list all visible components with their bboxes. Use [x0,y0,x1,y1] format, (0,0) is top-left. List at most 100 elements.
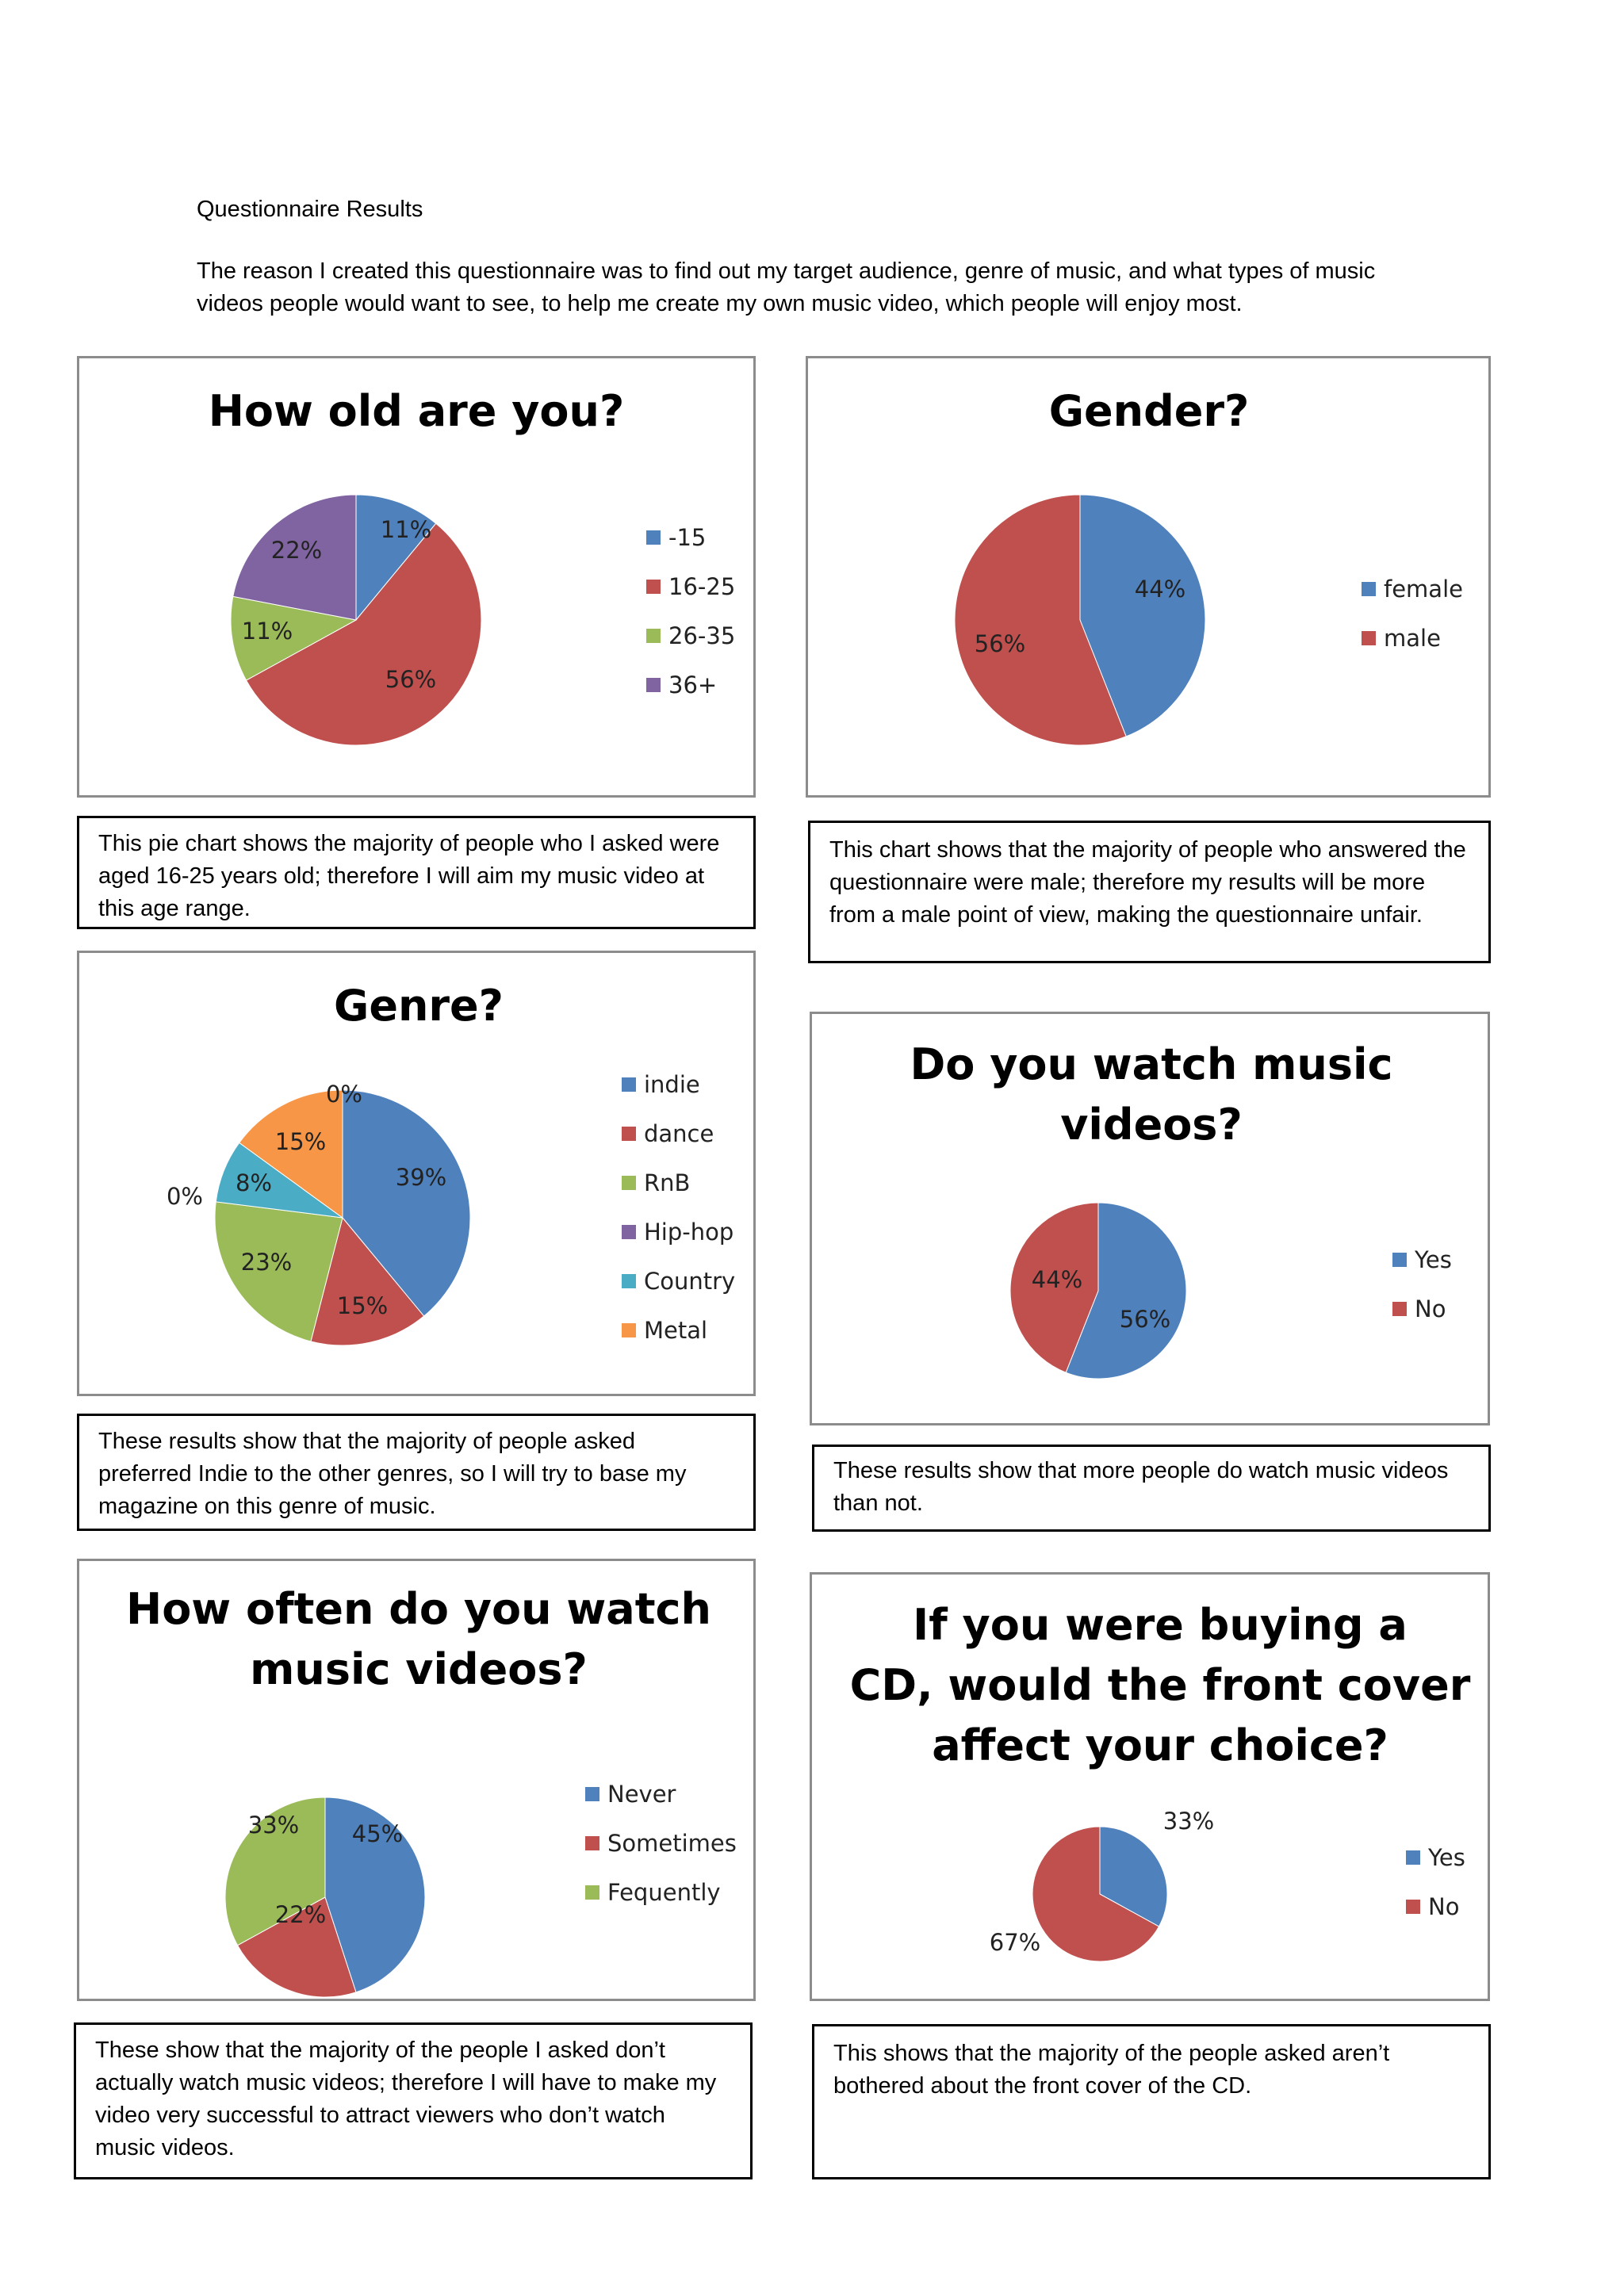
pie-slice-yes [1099,1826,1168,1927]
slice-data-label: 22% [271,537,322,564]
legend-swatch [622,1323,636,1337]
legend-swatch [622,1077,636,1092]
intro-paragraph: The reason I created this questionnaire … [197,258,1376,316]
legend-label: 26-35 [668,622,735,649]
chart-title: videos? [1060,1100,1243,1150]
legend-swatch [622,1127,636,1141]
pie-slice-male [954,494,1127,746]
legend-label: male [1384,625,1441,652]
legend-label: -15 [668,524,706,551]
legend-label: No [1415,1295,1446,1322]
slice-data-label: 11% [381,516,431,543]
legend-swatch [646,629,661,643]
pie-slice-sometimes [236,1896,357,1998]
slice-data-label: 23% [241,1249,292,1276]
chart-watch: Do you watch music videos? 56% 44% Yes No [810,1012,1490,1425]
chart-title: Genre? [334,981,504,1031]
pie-slice-female [1079,494,1206,737]
legend-label: female [1384,576,1463,603]
chart-title: If you were buying a [913,1600,1408,1650]
caption-cover: This shows that the majority of the peop… [812,2024,1491,2179]
chart-age: How old are you? 11% 56% 11% 22% -15 16-25 26-3… [77,356,756,798]
chart-title: affect your choice? [932,1720,1388,1770]
legend-swatch [585,1885,599,1900]
chart-title: How often do you watch [126,1584,711,1634]
slice-data-label: 15% [337,1292,388,1319]
legend-swatch [646,678,661,692]
pie-slice-no [1032,1826,1160,1962]
legend-swatch [1392,1253,1407,1267]
chart-cover-svg: If you were buying a CD, would the front … [850,1600,1471,1962]
legend-label: indie [644,1071,700,1098]
legend-label: No [1428,1893,1459,1920]
chart-title: music videos? [250,1644,588,1694]
chart-often-svg: How often do you watch music videos? 45% 22… [126,1584,737,1998]
legend-swatch [622,1274,636,1288]
slice-data-label: 67% [990,1929,1040,1956]
slice-data-label: 44% [1032,1266,1082,1293]
slice-data-label: 11% [242,618,293,645]
pie-slice-never [324,1797,426,1993]
slice-data-label: 56% [385,666,436,693]
legend-swatch [646,580,661,594]
caption-age: This pie chart shows the majority of peo… [77,816,756,929]
legend-label: dance [644,1120,714,1147]
legend-swatch [1406,1900,1420,1914]
legend-label: Metal [644,1317,707,1344]
caption-gender: This chart shows that the majority of pe… [808,821,1491,963]
pie-slice-fequently [224,1797,326,1946]
pie-slice-dance [310,1216,425,1346]
pie-slice--15 [355,494,437,622]
legend-swatch [1362,631,1376,645]
chart-genre: Genre? 39% 15% 23% 0% 8% 15% 0% indie dance RnB Hip… [77,951,756,1396]
slice-data-label: 22% [275,1901,326,1928]
legend-swatch [585,1836,599,1850]
chart-often: How often do you watch music videos? 45% 22… [77,1559,756,2001]
slice-data-label: 56% [1120,1306,1170,1333]
pie-slice-yes [1065,1202,1187,1380]
chart-title: How old are you? [209,386,625,436]
legend-label: Fequently [607,1879,721,1906]
slice-data-label: 56% [975,630,1025,657]
chart-title: CD, would the front cover [850,1660,1471,1710]
legend-swatch [1392,1302,1407,1316]
pie-slice-indie [342,1089,471,1317]
legend-label: Yes [1427,1844,1465,1871]
chart-watch-svg: Do you watch music videos? 56% 44% Yes No [910,1039,1452,1380]
chart-gender: Gender? 44% 56% female male [806,356,1491,798]
legend-swatch [622,1225,636,1239]
pie-slice-26-35 [230,595,358,681]
slice-data-label: 0% [326,1081,362,1108]
caption-often: These show that the majority of the peop… [74,2022,753,2179]
page-title: Questionnaire Results [197,197,423,222]
slice-data-label: 33% [1163,1808,1214,1835]
pie-slice-rnb [214,1201,343,1342]
legend-swatch [1362,582,1376,596]
legend-swatch [622,1176,636,1190]
slice-data-label: 8% [236,1169,272,1196]
chart-gender-svg: Gender? 44% 56% female male [954,386,1463,746]
legend-swatch [585,1787,599,1801]
chart-cover: If you were buying a CD, would the front … [810,1572,1490,2001]
legend-label: Country [644,1268,735,1295]
legend-label: Sometimes [607,1830,737,1857]
legend-label: Never [607,1781,676,1808]
legend-label: RnB [644,1169,690,1196]
pie-slice-metal [239,1089,343,1219]
chart-age-svg: How old are you? 11% 56% 11% 22% -15 16-25 26-3… [209,386,735,746]
caption-genre: These results show that the majority of … [77,1414,756,1531]
legend-swatch [646,530,661,545]
slice-data-label: 15% [275,1128,326,1155]
slice-data-label: 45% [352,1820,403,1847]
slice-data-label: 44% [1135,576,1185,603]
slice-data-label: 33% [248,1812,299,1839]
legend-swatch [1406,1850,1420,1865]
chart-title: Gender? [1049,386,1250,436]
legend-label: Hip-hop [644,1219,733,1246]
pie-slice-no [1009,1202,1099,1373]
pie-slice-36- [232,494,357,621]
legend-label: Yes [1414,1246,1452,1273]
legend-label: 36+ [668,672,717,698]
chart-title: Do you watch music [910,1039,1392,1089]
caption-watch: These results show that more people do w… [812,1445,1491,1532]
